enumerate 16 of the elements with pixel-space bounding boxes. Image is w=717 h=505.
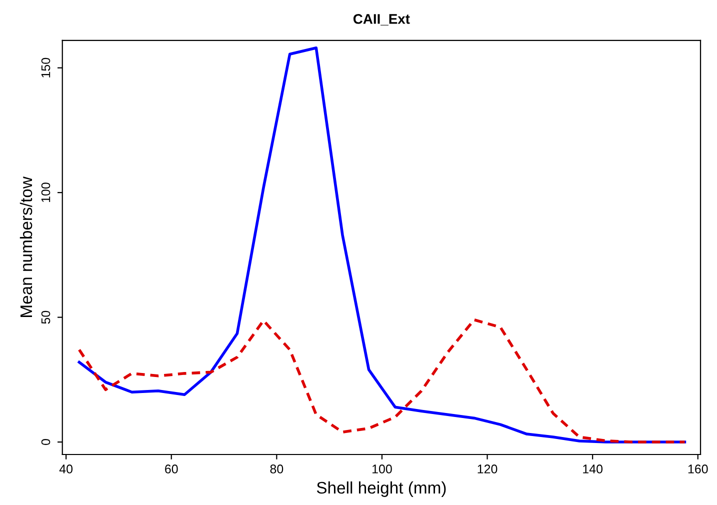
x-tick-label: 140: [583, 464, 603, 474]
x-tick-label: 80: [270, 464, 284, 474]
line-series: [78, 318, 686, 444]
x-tick-label: 120: [478, 464, 498, 474]
x-tick-label: 160: [688, 464, 708, 474]
y-tick-label: 0: [41, 439, 50, 446]
x-tick-label: 40: [59, 464, 73, 474]
y-tick-label: 50: [41, 310, 50, 324]
line-series: [78, 46, 686, 444]
y-axis-title: Mean numbers/tow: [20, 176, 32, 317]
y-tick-label: 150: [41, 58, 50, 78]
chart-title: CAII_Ext: [353, 14, 410, 26]
x-axis-title: Shell height (mm): [316, 481, 446, 497]
x-tick-label: 60: [165, 464, 178, 474]
y-tick-label: 100: [41, 182, 50, 202]
x-tick-label: 100: [372, 464, 392, 474]
